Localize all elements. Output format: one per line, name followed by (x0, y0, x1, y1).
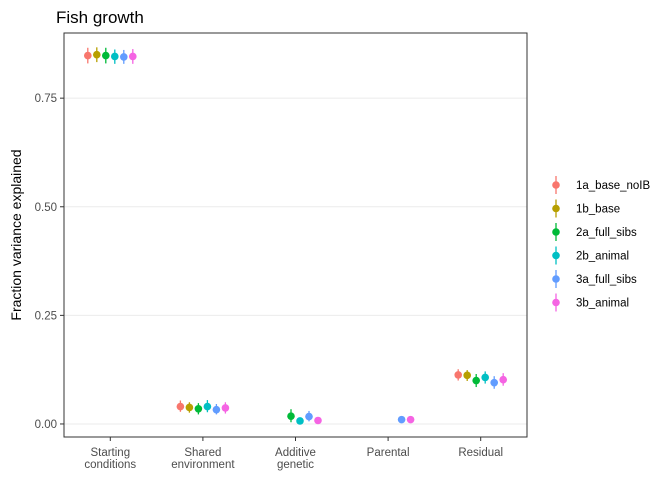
data-point (454, 371, 463, 379)
legend-key-point (552, 204, 560, 213)
data-point (305, 412, 313, 421)
y-tick-label: 0.25 (35, 310, 57, 322)
chart-title: Fish growth (56, 8, 144, 27)
x-tick-label: Residual (458, 447, 503, 459)
legend-label: 3a_full_sibs (576, 274, 637, 286)
data-point (111, 52, 119, 61)
data-point (120, 53, 128, 61)
x-tick-label: conditions (84, 459, 136, 471)
y-axis-label: Fraction variance explained (8, 149, 24, 320)
data-point (129, 52, 137, 61)
legend-label: 1a_base_noIB (576, 180, 651, 192)
data-point (481, 373, 490, 382)
legend-key-point (552, 181, 560, 189)
data-point (185, 403, 194, 412)
x-tick-label: Shared (184, 447, 221, 459)
data-point (93, 50, 101, 59)
y-axis: 0.00 0.25 0.50 0.75 (35, 93, 64, 431)
legend-label: 3b_animal (576, 298, 629, 310)
data-point (296, 417, 304, 425)
x-tick-label: Additive (275, 447, 316, 459)
data-point (406, 415, 415, 424)
legend-key-point (552, 298, 560, 307)
legend-label: 2a_full_sibs (576, 227, 637, 239)
data-point (472, 376, 481, 385)
legend-key-point (552, 275, 560, 283)
data-point (203, 402, 212, 411)
y-tick-label: 0.00 (35, 419, 57, 431)
data-point (490, 378, 499, 387)
data-point (397, 415, 406, 424)
x-tick-label: Parental (367, 447, 410, 459)
data-point (212, 405, 221, 414)
x-tick-label: Starting (90, 447, 130, 459)
data-point (84, 51, 92, 60)
data-point (221, 404, 230, 412)
x-tick-label: environment (171, 459, 235, 471)
y-tick-label: 0.50 (35, 202, 57, 214)
data-point (463, 371, 472, 380)
legend-label: 1b_base (576, 204, 620, 216)
gridlines (64, 97, 527, 425)
legend-key-point (552, 251, 560, 260)
data-points (84, 47, 508, 425)
y-tick-label: 0.75 (35, 93, 57, 105)
data-point (314, 416, 322, 425)
legend-key-point (552, 228, 560, 236)
data-point (102, 51, 110, 60)
legend-label: 2b_animal (576, 251, 629, 263)
data-point (194, 404, 203, 413)
data-point (499, 375, 508, 384)
data-point (176, 402, 185, 411)
data-point (287, 412, 295, 420)
legend: 1a_base_noIB 1b_base 2a_full_sibs 2b_animal… (552, 176, 651, 312)
x-tick-label: genetic (277, 459, 314, 471)
